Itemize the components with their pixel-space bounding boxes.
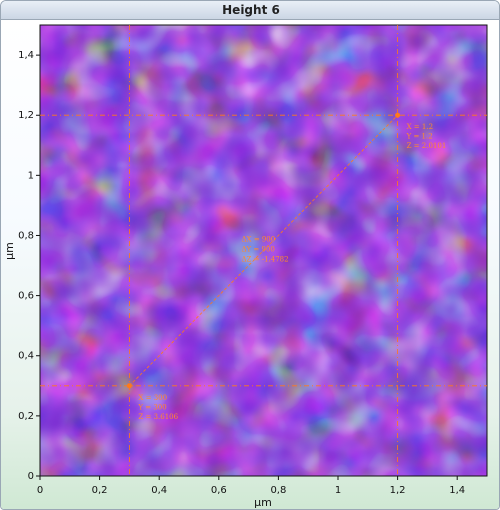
- difference-label: ΔZ = -1.4782: [242, 256, 289, 264]
- cursor-point-label: X = 1.2: [407, 123, 433, 131]
- y-tick-label: 0,6: [18, 291, 34, 302]
- difference-label: ΔY = 900: [242, 246, 275, 254]
- y-tick-label: 0,8: [18, 230, 34, 241]
- x-tick-label: 1,4: [449, 485, 465, 496]
- x-tick-label: 0,6: [211, 485, 227, 496]
- y-tick-label: 0,2: [18, 411, 34, 422]
- y-tick-label: 0: [28, 471, 34, 482]
- x-tick-label: 0: [37, 485, 43, 496]
- window-titlebar[interactable]: Height 6: [1, 1, 499, 20]
- y-tick-label: 1,2: [18, 110, 34, 121]
- measure-line: [129, 114, 398, 387]
- y-axis-label: µm: [3, 242, 16, 260]
- axes: 00 0,2 0,2 0,4 0,4 0,6 0,6 0,8 0,8 1 1 1,2 1,2 1,4 1,4: [18, 24, 488, 496]
- difference-label: ΔX = 900: [242, 236, 276, 244]
- y-tick-label: 1: [28, 170, 34, 181]
- x-tick-label: 0,2: [92, 485, 108, 496]
- cursor-point-label: Y = 1.2: [406, 133, 433, 141]
- x-tick-label: 0,4: [151, 485, 167, 496]
- x-axis-label: µm: [254, 496, 272, 509]
- cursor-point-label: Z = 3.6106: [138, 413, 178, 421]
- cursor-point-label: X = 300: [138, 394, 167, 402]
- cursor-point-label: Z = 2.0101: [407, 142, 447, 150]
- cursor-point-label: Y = 300: [137, 403, 166, 411]
- x-tick-label: 0,8: [270, 485, 286, 496]
- window-title: Height 6: [222, 3, 280, 17]
- y-tick-label: 1,4: [18, 50, 34, 61]
- x-tick-label: 1: [335, 485, 341, 496]
- y-tick-label: 0,4: [18, 351, 34, 362]
- plot-frame: [39, 24, 488, 477]
- x-tick-label: 1,2: [390, 485, 406, 496]
